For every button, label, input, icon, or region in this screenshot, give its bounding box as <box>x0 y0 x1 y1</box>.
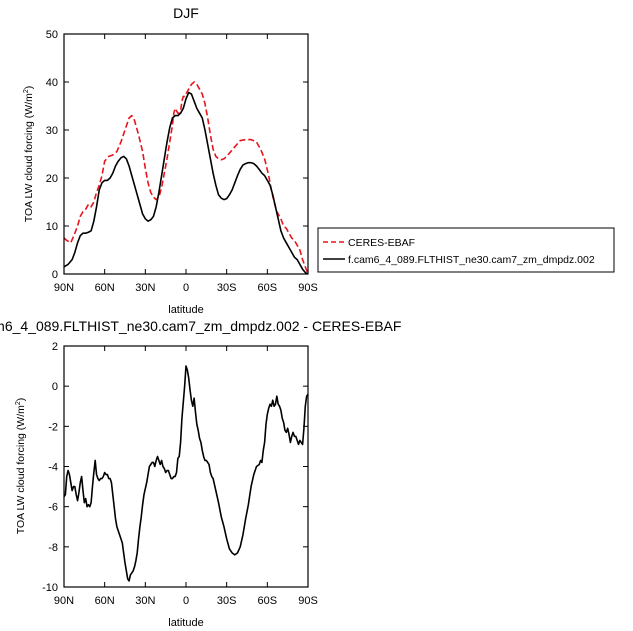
bottom-y-tick-label: -10 <box>42 582 58 594</box>
top-x-tick-label: 60N <box>95 282 115 294</box>
top-y-tick-label: 30 <box>46 125 58 137</box>
bottom-plot-frame <box>63 345 309 588</box>
legend-box <box>317 227 615 273</box>
bottom-x-tick-label: 90N <box>54 595 74 607</box>
top-y-tick-label: 40 <box>46 77 58 89</box>
top-y-tick-label: 50 <box>46 29 58 41</box>
bottom-y-tick-label: 0 <box>52 381 58 393</box>
legend-label-model: f.cam6_4_089.FLTHIST_ne30.cam7_zm_dmpdz.… <box>348 254 595 266</box>
top-y-tick-label: 20 <box>46 173 58 185</box>
top-chart-title: DJF <box>173 5 199 21</box>
bottom-x-tick-label: 30S <box>217 595 237 607</box>
top-series-line-0 <box>63 81 309 275</box>
top-chart: DJF 90N 60N 30N 0 30S 60S 90S 0 10 20 30 40 50 TOA L… <box>23 5 318 316</box>
bottom-chart: f.cam6_4_089.FLTHIST_ne30.cam7_zm_dmpdz.… <box>0 318 401 629</box>
top-x-tick-label: 60S <box>258 282 278 294</box>
bottom-chart-ticks: 90N 60N 30N 0 30S 60S 90S -10 -8 -6 -4 -2 0 2 <box>42 341 318 607</box>
top-y-tick-label: 0 <box>52 269 58 281</box>
bottom-y-tick-label: 2 <box>52 341 58 353</box>
top-x-axis-label: latitude <box>168 304 203 316</box>
bottom-x-tick-label: 0 <box>183 595 189 607</box>
bottom-x-axis-label: latitude <box>168 617 203 629</box>
bottom-chart-series <box>63 365 309 582</box>
top-y-axis-label: TOA LW cloud forcing (W/m2) <box>23 86 35 223</box>
top-chart-series <box>63 81 309 275</box>
bottom-x-tick-label: 60S <box>258 595 278 607</box>
top-chart-ticks: 90N 60N 30N 0 30S 60S 90S 0 10 20 30 40 50 <box>46 29 318 294</box>
bottom-y-tick-label: -8 <box>48 542 58 554</box>
bottom-y-axis-label: TOA LW cloud forcing (W/m2) <box>15 398 27 535</box>
bottom-y-tick-label: -6 <box>48 502 58 514</box>
top-series-line-1 <box>63 91 309 275</box>
legend-label-ceres: CERES-EBAF <box>348 237 415 249</box>
bottom-y-tick-label: -2 <box>48 421 58 433</box>
bottom-series-line-0 <box>63 365 309 582</box>
top-x-tick-label: 30N <box>135 282 155 294</box>
top-plot-frame <box>63 33 309 275</box>
top-x-tick-label: 90S <box>298 282 318 294</box>
bottom-y-tick-label: -4 <box>48 462 58 474</box>
top-x-tick-label: 30S <box>217 282 237 294</box>
legend: CERES-EBAF f.cam6_4_089.FLTHIST_ne30.cam… <box>317 227 615 273</box>
bottom-x-tick-label: 30N <box>135 595 155 607</box>
top-x-tick-label: 90N <box>54 282 74 294</box>
top-x-tick-label: 0 <box>183 282 189 294</box>
bottom-x-tick-label: 60N <box>95 595 115 607</box>
bottom-x-tick-label: 90S <box>298 595 318 607</box>
bottom-chart-title: f.cam6_4_089.FLTHIST_ne30.cam7_zm_dmpdz.… <box>0 318 401 334</box>
top-y-tick-label: 10 <box>46 221 58 233</box>
